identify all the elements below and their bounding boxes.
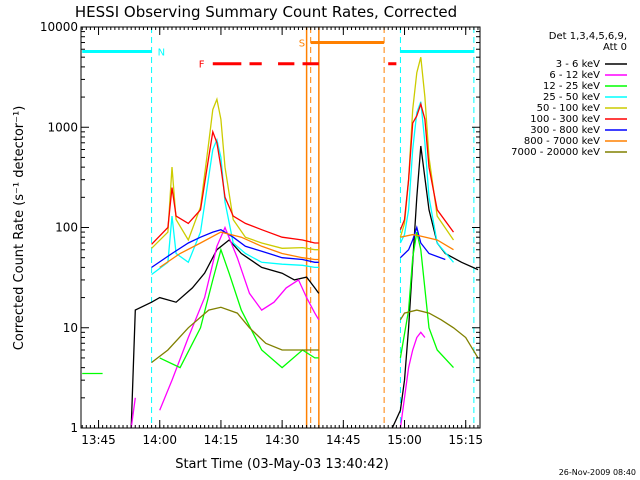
legend-entry-label: 6 - 12 keV xyxy=(549,70,600,81)
generation-timestamp: 26-Nov-2009 08:40 xyxy=(559,468,636,477)
y-axis-label: Corrected Count Rate (s⁻¹ detector⁻¹) xyxy=(12,106,27,351)
legend-entry-label: 800 - 7000 keV xyxy=(524,136,600,147)
legend-title-line: Det 1,3,4,5,6,9, xyxy=(549,31,627,42)
y-tick-label-1: 10 xyxy=(63,321,78,335)
x-tick-label-2: 14:15 xyxy=(204,433,239,447)
y-tick-label-4: 10000 xyxy=(40,20,78,34)
y-tick-label-3: 1000 xyxy=(47,120,78,134)
x-tick-label-3: 14:30 xyxy=(265,433,300,447)
legend-entry-label: 3 - 6 keV xyxy=(556,59,600,70)
x-tick-label-4: 14:45 xyxy=(326,433,361,447)
night-label: N xyxy=(158,47,165,58)
saa-label: S xyxy=(299,39,305,50)
legend-entry-label: 50 - 100 keV xyxy=(537,103,601,114)
x-tick-label-5: 15:00 xyxy=(387,433,422,447)
x-tick-label-6: 15:15 xyxy=(448,433,483,447)
legend-entry-label: 25 - 50 keV xyxy=(543,92,600,103)
legend-entry-label: 12 - 25 keV xyxy=(543,81,600,92)
x-tick-label-1: 14:00 xyxy=(142,433,177,447)
y-tick-label-0: 1 xyxy=(70,421,78,435)
plot-area: N F S xyxy=(82,27,478,428)
legend-entry-label: 300 - 800 keV xyxy=(530,125,600,136)
y-axis: 1 10 100 1000 10000 xyxy=(40,20,480,435)
x-axis: 13:45 14:00 14:15 14:30 14:45 15:00 15:15 xyxy=(81,27,483,447)
series-line-1 xyxy=(130,225,426,428)
chart-title: HESSI Observing Summary Count Rates, Cor… xyxy=(75,3,457,21)
x-tick-label-0: 13:45 xyxy=(81,433,116,447)
legend-entry-label: 7000 - 20000 keV xyxy=(511,147,600,158)
x-axis-label: Start Time (03-May-03 13:40:42) xyxy=(175,457,389,472)
flare-label: F xyxy=(199,60,205,71)
legend-title-line: Att 0 xyxy=(603,42,627,53)
y-tick-label-2: 100 xyxy=(55,221,78,235)
series-line-8 xyxy=(151,306,479,364)
legend-entry-label: 100 - 300 keV xyxy=(530,114,600,125)
series-line-0 xyxy=(130,145,479,428)
